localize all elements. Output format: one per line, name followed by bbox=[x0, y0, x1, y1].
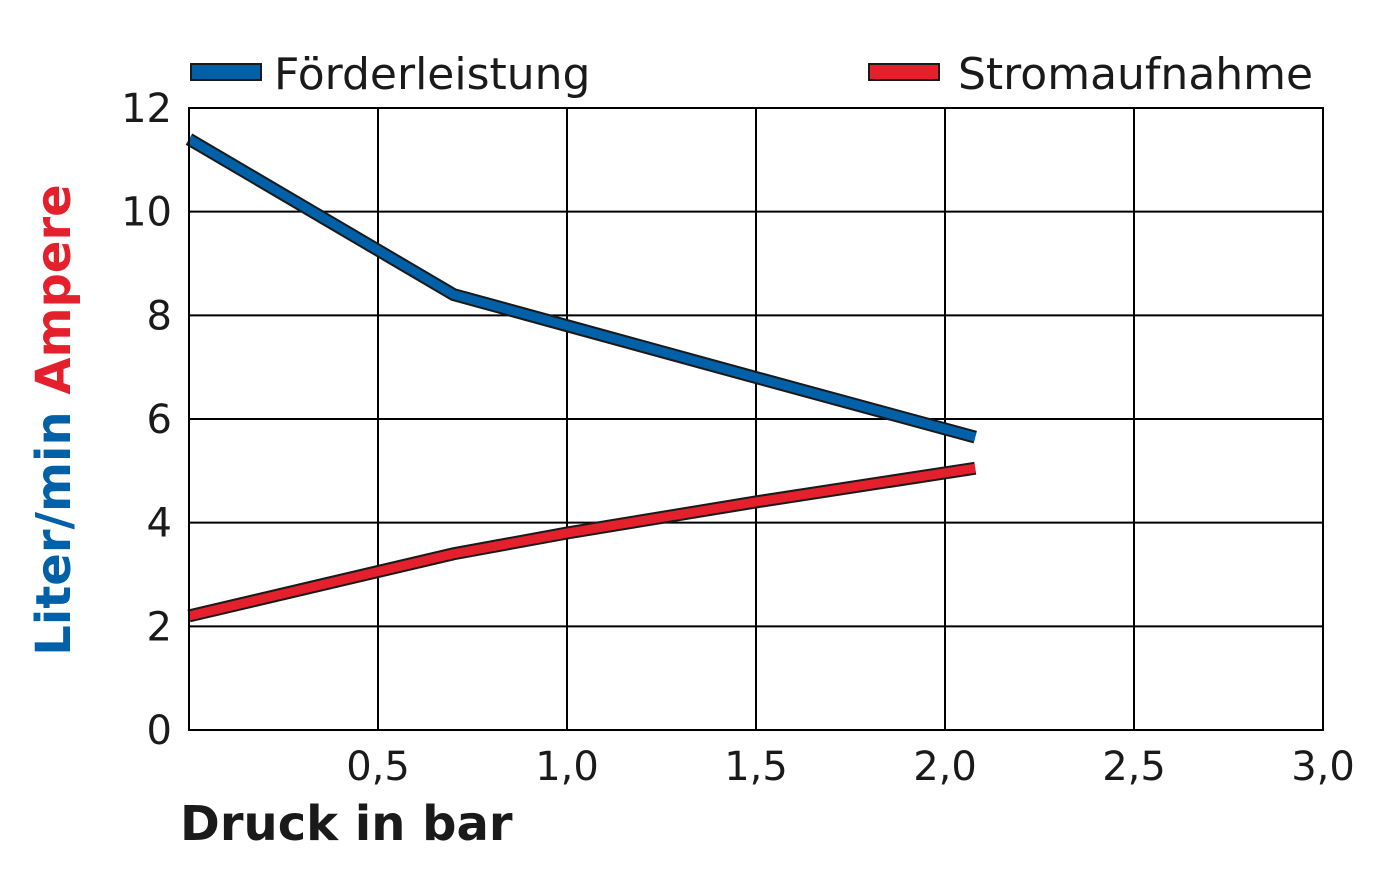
y-tick-label: 0 bbox=[147, 708, 172, 754]
x-tick-label: 1,0 bbox=[535, 744, 599, 790]
y-axis-label-liter-min: Liter/min bbox=[26, 411, 82, 655]
y-tick-label: 8 bbox=[147, 293, 172, 339]
x-tick-label: 1,5 bbox=[724, 744, 788, 790]
legend-swatch-0 bbox=[190, 63, 262, 81]
y-tick-label: 10 bbox=[121, 190, 172, 236]
legend: Förderleistung Stromaufnahme bbox=[190, 49, 1313, 100]
plot-border bbox=[188, 107, 1324, 731]
x-tick-label: 0,5 bbox=[346, 744, 410, 790]
series-line-outline-0 bbox=[185, 133, 977, 444]
y-axis-label: Liter/min Ampere bbox=[26, 184, 82, 655]
legend-label-1: Stromaufnahme bbox=[958, 49, 1313, 100]
legend-swatch-1 bbox=[868, 63, 940, 81]
y-axis-ticks: 0 2 4 6 8 10 12 bbox=[121, 86, 172, 754]
x-axis-label: Druck in bar bbox=[180, 796, 513, 852]
legend-label-0: Förderleistung bbox=[274, 49, 590, 100]
x-tick-label: 2,5 bbox=[1102, 744, 1166, 790]
y-tick-label: 4 bbox=[147, 501, 172, 547]
y-tick-label: 2 bbox=[147, 604, 172, 650]
x-tick-label: 2,0 bbox=[913, 744, 977, 790]
y-tick-label: 12 bbox=[121, 86, 172, 132]
y-tick-label: 6 bbox=[147, 397, 172, 443]
x-axis-ticks: 0,5 1,0 1,5 2,0 2,5 3,0 bbox=[346, 744, 1355, 790]
series-line-1 bbox=[187, 463, 976, 621]
y-axis-label-ampere: Ampere bbox=[26, 184, 82, 394]
series-line-0 bbox=[186, 135, 977, 442]
plot-frame bbox=[188, 107, 1324, 731]
x-tick-label: 3,0 bbox=[1291, 744, 1355, 790]
grid bbox=[189, 107, 1324, 731]
series-layer bbox=[185, 133, 977, 623]
